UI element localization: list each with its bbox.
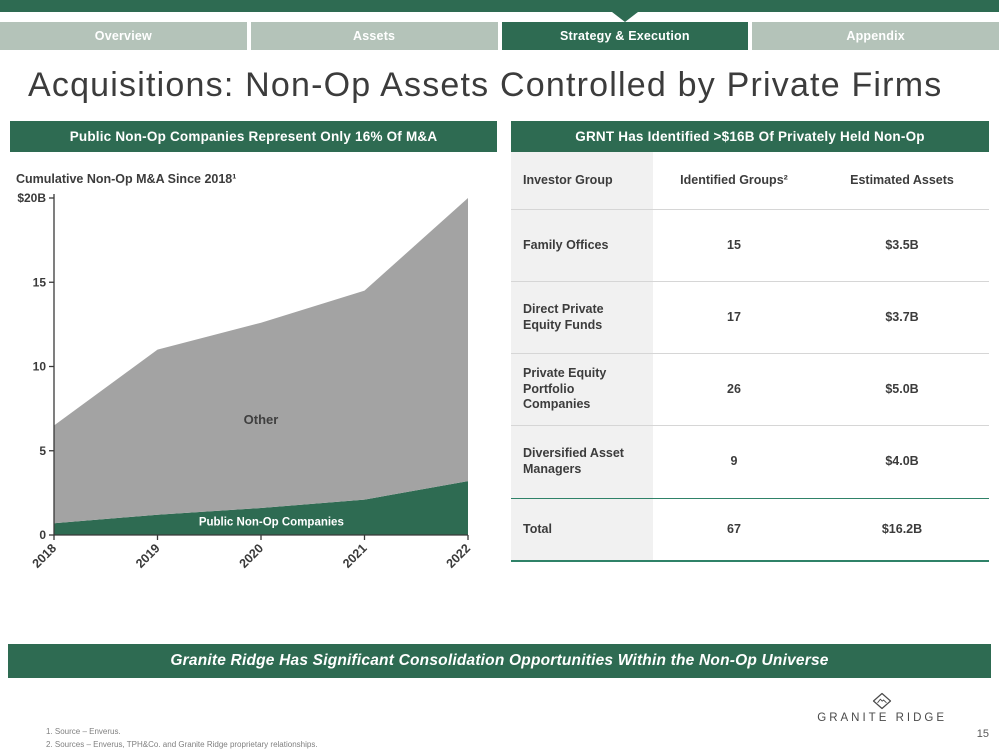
- footnote-2: 2. Sources – Enverus, TPH&Co. and Granit…: [46, 739, 318, 749]
- svg-text:2021: 2021: [340, 541, 370, 571]
- svg-text:Other: Other: [244, 412, 279, 427]
- svg-text:$20B: $20B: [17, 191, 46, 205]
- tab-appendix[interactable]: Appendix: [752, 22, 999, 50]
- investor-table: Investor Group Identified Groups² Estimate…: [511, 152, 989, 562]
- page-title: Acquisitions: Non-Op Assets Controlled b…: [28, 66, 943, 104]
- investor-group-cell: Family Offices: [511, 210, 653, 281]
- svg-text:0: 0: [39, 528, 46, 542]
- granite-ridge-logo: GRANITE RIDGE: [817, 692, 947, 724]
- granite-ridge-logo-icon: [873, 692, 892, 710]
- page-number: 15: [976, 728, 989, 740]
- left-panel-banner: Public Non-Op Companies Represent Only 1…: [10, 121, 497, 152]
- value-cell: 15: [727, 237, 741, 252]
- value-cell: $5.0B: [885, 381, 919, 396]
- right-panel-banner: GRNT Has Identified >$16B Of Privately H…: [511, 121, 989, 152]
- svg-text:2019: 2019: [133, 541, 163, 571]
- value-cell: 17: [727, 309, 741, 324]
- table-header-row: Investor Group Identified Groups² Estimate…: [511, 152, 989, 210]
- brand-name: GRANITE RIDGE: [817, 712, 947, 724]
- value-cell: $3.7B: [885, 309, 919, 324]
- takeaway-banner: Granite Ridge Has Significant Consolidat…: [8, 644, 991, 678]
- active-tab-pointer: [612, 12, 638, 22]
- nav-tab-bar: Overview Assets Strategy & Execution App…: [0, 22, 999, 50]
- content-area: Public Non-Op Companies Represent Only 1…: [0, 121, 999, 593]
- chart-subtitle: Cumulative Non-Op M&A Since 2018¹: [16, 172, 237, 186]
- investor-group-cell: Private Equity Portfolio Companies: [511, 354, 653, 425]
- tab-assets[interactable]: Assets: [250, 22, 498, 50]
- value-cell: $3.5B: [885, 237, 919, 252]
- column-header: Identified Groups²: [680, 172, 788, 187]
- top-accent-strip: [0, 0, 999, 12]
- investor-group-cell: Direct Private Equity Funds: [511, 282, 653, 353]
- svg-text:10: 10: [33, 360, 47, 374]
- svg-text:2020: 2020: [237, 541, 267, 571]
- svg-text:5: 5: [39, 444, 46, 458]
- svg-text:Public Non-Op Companies: Public Non-Op Companies: [199, 517, 344, 529]
- svg-text:15: 15: [33, 275, 47, 289]
- footnotes: 1. Source – Enverus. 2. Sources – Enveru…: [46, 726, 318, 752]
- tab-overview[interactable]: Overview: [0, 22, 247, 50]
- table-panel: GRNT Has Identified >$16B Of Privately H…: [511, 121, 989, 562]
- footnote-1: 1. Source – Enverus.: [46, 727, 121, 736]
- table-row: Diversified Asset Managers 9 $4.0B: [511, 426, 989, 498]
- column-header: Estimated Assets: [850, 172, 954, 187]
- svg-text:2022: 2022: [444, 541, 474, 571]
- value-cell: $4.0B: [885, 454, 919, 469]
- investor-group-cell: Diversified Asset Managers: [511, 426, 653, 498]
- investor-group-cell: Total: [511, 499, 653, 560]
- table-row: Direct Private Equity Funds 17 $3.7B: [511, 282, 989, 354]
- chart-panel: Public Non-Op Companies Represent Only 1…: [10, 121, 497, 593]
- value-cell: 9: [730, 454, 738, 469]
- svg-text:2018: 2018: [30, 541, 60, 571]
- table-row: Private Equity Portfolio Companies 26 $5.0…: [511, 354, 989, 426]
- value-cell: 67: [727, 521, 741, 536]
- table-total-row: Total 67 $16.2B: [511, 498, 989, 562]
- column-header: Investor Group: [511, 152, 653, 209]
- table-row: Family Offices 15 $3.5B: [511, 210, 989, 282]
- value-cell: 26: [727, 381, 741, 396]
- value-cell: $16.2B: [881, 521, 923, 536]
- tab-strategy-execution[interactable]: Strategy & Execution: [501, 22, 749, 50]
